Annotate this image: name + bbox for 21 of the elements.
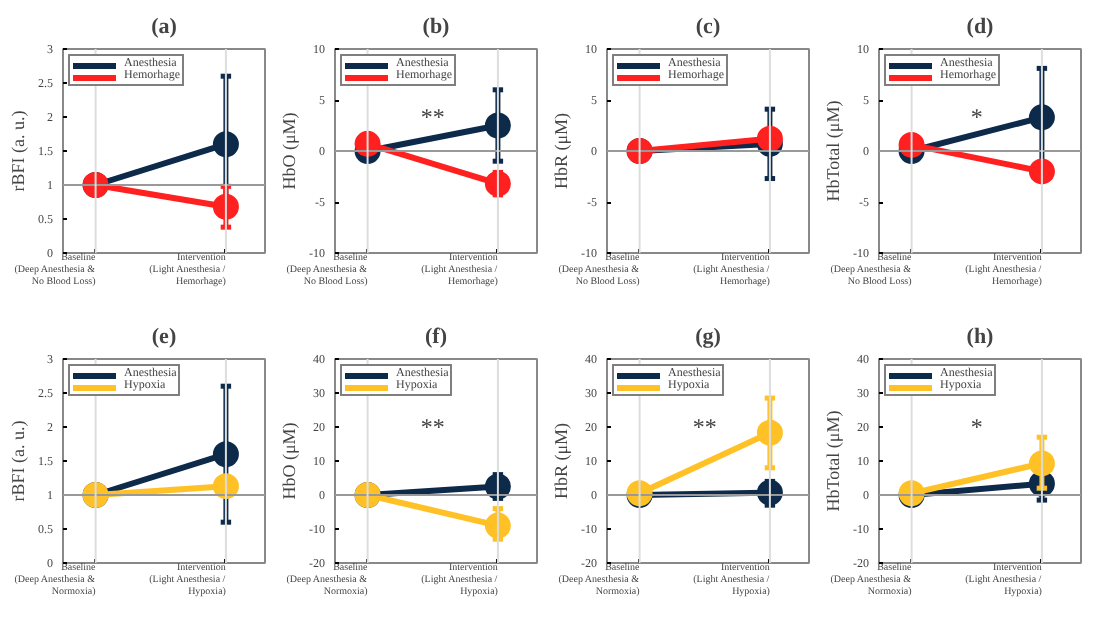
annotation: ** [692, 412, 717, 441]
y-axis-title: rBFI (a. u.) [8, 110, 28, 192]
y-axis-title: HbTotal (μM) [823, 410, 843, 512]
chart-title: (d) [966, 15, 995, 39]
chart-title: (b) [422, 15, 451, 39]
y-axis-title: HbR (μM) [551, 112, 571, 190]
annotation: * [970, 412, 983, 441]
y-axis-title: HbTotal (μM) [823, 100, 843, 202]
chart-title: (f) [425, 325, 448, 349]
chart-title: (c) [695, 15, 721, 39]
annotation: ** [420, 102, 445, 131]
chart-title: (h) [966, 325, 995, 349]
annotation: * [970, 102, 983, 131]
y-axis-title: HbR (μM) [551, 422, 571, 500]
y-axis-title: rBFI (a. u.) [8, 420, 28, 502]
y-axis-title: HbO (μM) [279, 112, 299, 190]
chart-title: (a) [151, 15, 178, 39]
chart-title: (g) [695, 325, 722, 349]
chart-title: (e) [151, 325, 177, 349]
y-axis-title: HbO (μM) [279, 422, 299, 500]
annotation: ** [420, 412, 445, 441]
